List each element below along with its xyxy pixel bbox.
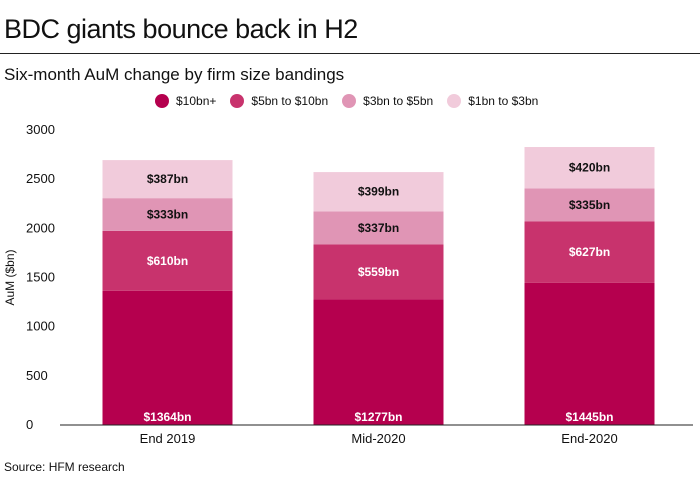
legend-label: $5bn to $10bn bbox=[251, 94, 329, 108]
legend-swatch bbox=[230, 94, 245, 108]
bar-segment bbox=[313, 172, 444, 212]
bar-segment bbox=[524, 147, 655, 189]
bar-segment bbox=[524, 221, 655, 283]
y-tick-label: 1000 bbox=[26, 319, 55, 334]
bar-segment bbox=[102, 290, 233, 425]
y-tick-label: 500 bbox=[26, 368, 48, 383]
chart-title: BDC giants bounce back in H2 bbox=[4, 14, 358, 44]
y-tick-label: 2000 bbox=[26, 220, 55, 235]
bar-segment bbox=[102, 160, 233, 199]
data-label: $420bn bbox=[569, 161, 610, 175]
data-label: $1277bn bbox=[354, 410, 402, 424]
chart-subtitle: Six-month AuM change by firm size bandin… bbox=[4, 65, 345, 84]
legend-item: $5bn to $10bn bbox=[230, 94, 328, 108]
legend-label: $10bn+ bbox=[176, 94, 217, 108]
legend-swatch bbox=[155, 94, 169, 108]
x-tick-label: End-2020 bbox=[561, 431, 617, 446]
bar-segment bbox=[313, 244, 444, 300]
data-label: $387bn bbox=[147, 172, 188, 186]
x-tick-label: End 2019 bbox=[140, 431, 196, 446]
legend-item: $3bn to $5bn bbox=[342, 94, 433, 108]
source-note: Source: HFM research bbox=[4, 460, 125, 474]
legend-label: $1bn to $3bn bbox=[468, 94, 539, 108]
bar-segment bbox=[524, 188, 655, 222]
y-tick-label: 2500 bbox=[26, 171, 55, 186]
data-label: $337bn bbox=[358, 221, 399, 235]
y-tick-label: 0 bbox=[26, 417, 33, 432]
legend-item: $10bn+ bbox=[155, 94, 216, 108]
legend-item: $1bn to $3bn bbox=[447, 94, 538, 108]
legend-swatch bbox=[342, 94, 357, 108]
data-label: $1364bn bbox=[143, 410, 191, 424]
data-label: $333bn bbox=[147, 208, 188, 222]
bar-segment bbox=[313, 211, 444, 245]
y-axis-label: AuM ($bn) bbox=[3, 249, 17, 305]
data-label: $627bn bbox=[569, 245, 610, 259]
legend: $10bn+ $5bn to $10bn $3bn to $5bn $1bn t… bbox=[155, 94, 538, 108]
legend-swatch bbox=[447, 94, 462, 108]
bar-segment bbox=[524, 282, 655, 425]
bar-segment bbox=[102, 230, 233, 291]
y-tick-label: 3000 bbox=[26, 122, 55, 137]
bar-segment bbox=[102, 198, 233, 231]
data-label: $559bn bbox=[358, 265, 399, 279]
title-divider bbox=[0, 53, 700, 54]
y-tick-label: 1500 bbox=[26, 270, 55, 285]
x-tick-label: Mid-2020 bbox=[351, 431, 405, 446]
bar-segment bbox=[313, 299, 444, 425]
data-label: $335bn bbox=[569, 198, 610, 212]
data-label: $610bn bbox=[147, 254, 188, 268]
legend-label: $3bn to $5bn bbox=[363, 94, 434, 108]
data-label: $399bn bbox=[358, 185, 399, 199]
data-label: $1445bn bbox=[565, 410, 613, 424]
